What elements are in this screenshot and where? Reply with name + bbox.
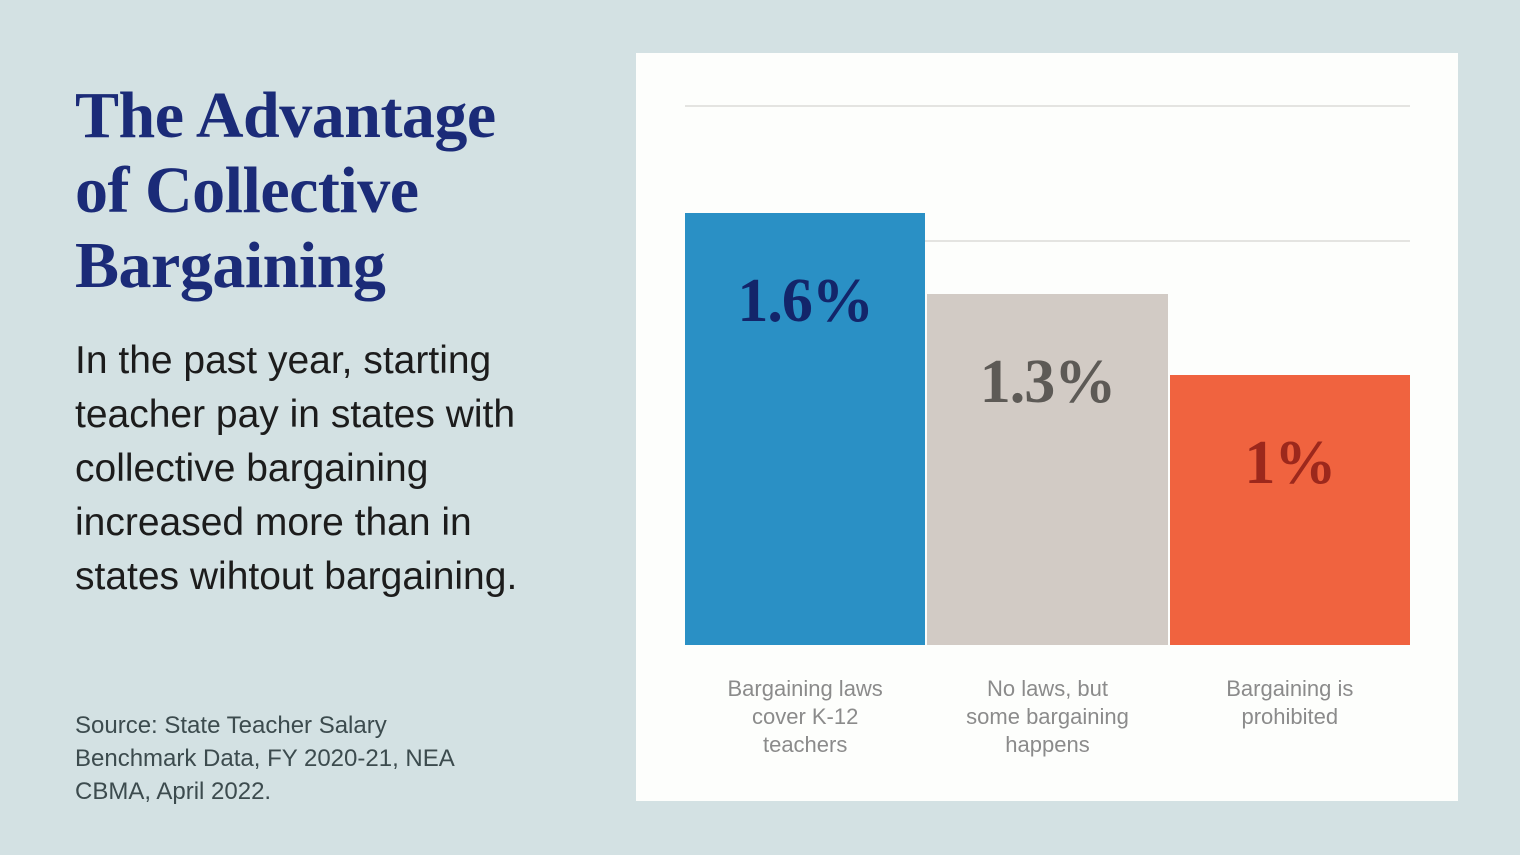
bar-3: 1% <box>1169 375 1410 645</box>
bar-value-label-2: 1.3% <box>979 348 1117 416</box>
bar-1: 1.6% <box>685 213 926 645</box>
source-line-3: CBMA, April 2022. <box>75 778 272 805</box>
description-line-1: In the past year, starting <box>75 339 492 382</box>
bars: 1.6% 1.3% 1% <box>685 53 1410 645</box>
description-text: In the past year, starting teacher pay i… <box>75 334 635 604</box>
category-label-line: No laws, but <box>986 676 1109 701</box>
gridline-1.5 <box>685 240 1410 242</box>
category-label-line: teachers <box>762 732 848 757</box>
category-label-line: Bargaining laws <box>727 676 883 701</box>
description-line-4: increased more than in <box>75 501 472 544</box>
source-line-1: Source: State Teacher Salary <box>75 712 387 739</box>
page-title-line-3: Bargaining <box>75 229 386 302</box>
category-labels: Bargaining laws cover K-12 teachers No laws… <box>685 675 1410 759</box>
page-title-line-2: of Collective <box>75 154 419 227</box>
description-line-2: teacher pay in states with <box>75 393 516 436</box>
category-label-line: some bargaining <box>966 704 1129 729</box>
bar-chart: 1.6% 1.3% 1% Bargaining laws cover K-12 teac… <box>685 53 1410 801</box>
bar-value-label-3: 1% <box>1244 429 1336 497</box>
description-line-3: collective bargaining <box>75 447 429 490</box>
chart-panel: 1.6% 1.3% 1% Bargaining laws cover K-12 teac… <box>636 53 1458 801</box>
category-label-line: prohibited <box>1241 704 1339 729</box>
category-label-line: happens <box>1005 732 1090 757</box>
page-title-line-1: The Advantage <box>75 79 496 152</box>
category-label-line: cover K-12 <box>751 704 859 729</box>
category-label-2: No laws, but some bargaining happens <box>927 675 1167 759</box>
description-line-5: states wihtout bargaining. <box>75 555 518 598</box>
gridline-2 <box>685 105 1410 107</box>
page-title: The Advantage of Collective Bargaining <box>75 78 496 303</box>
category-label-1: Bargaining laws cover K-12 teachers <box>685 675 925 759</box>
bar-2: 1.3% <box>927 294 1168 645</box>
bar-value-label-1: 1.6% <box>737 267 874 335</box>
category-label-3: Bargaining is prohibited <box>1170 675 1410 759</box>
source-citation: Source: State Teacher Salary Benchmark D… <box>75 709 515 808</box>
category-label-line: Bargaining is <box>1226 676 1354 701</box>
source-line-2: Benchmark Data, FY 2020-21, NEA <box>75 745 455 772</box>
